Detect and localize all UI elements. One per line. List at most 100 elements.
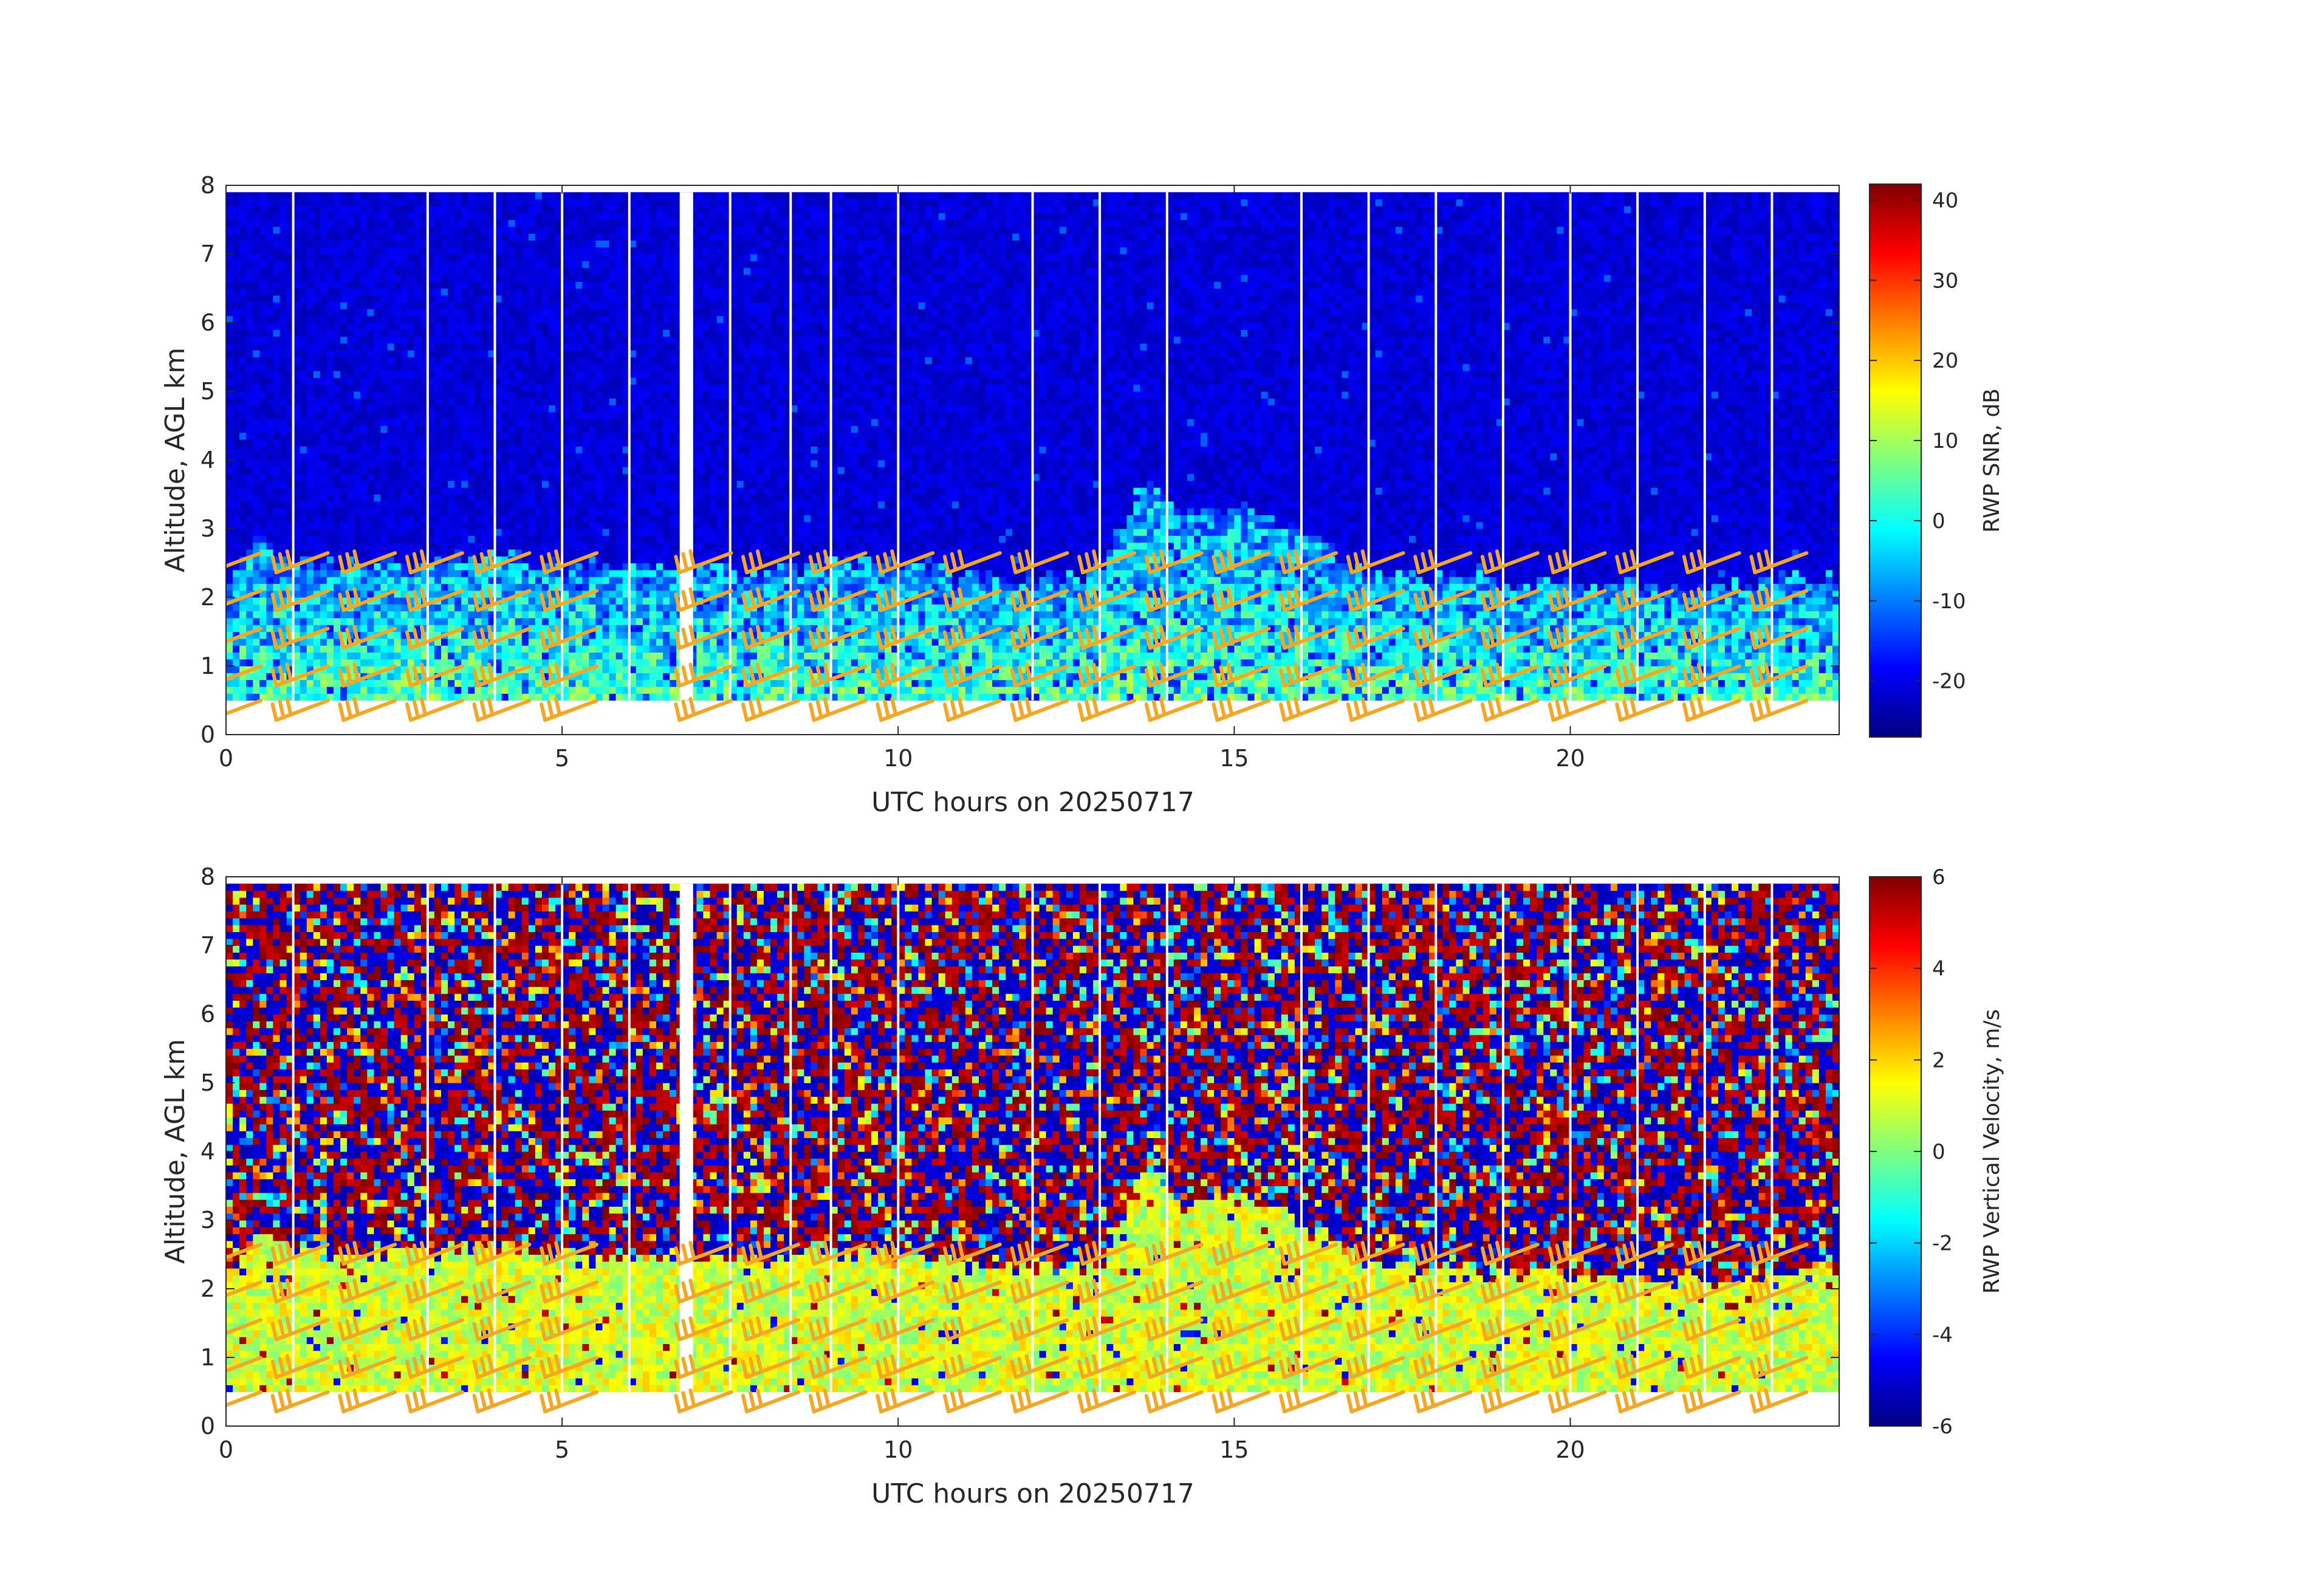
snr-cell bbox=[589, 405, 597, 413]
snr-cell bbox=[414, 226, 422, 234]
snr-cell bbox=[233, 549, 240, 557]
snr-cell bbox=[656, 302, 663, 309]
snr-cell bbox=[233, 343, 240, 351]
snr-cell bbox=[448, 631, 455, 639]
snr-cell bbox=[394, 652, 402, 660]
snr-cell bbox=[495, 542, 502, 550]
snr-cell bbox=[656, 597, 663, 605]
snr-cell bbox=[501, 323, 509, 330]
snr-cell bbox=[246, 371, 253, 378]
snr-cell bbox=[508, 288, 516, 296]
snr-cell bbox=[622, 261, 630, 269]
snr-cell bbox=[320, 638, 327, 646]
snr-cell bbox=[394, 577, 402, 584]
snr-cell bbox=[226, 274, 233, 282]
snr-cell bbox=[569, 521, 576, 529]
snr-cell bbox=[622, 371, 630, 378]
snr-cell bbox=[253, 693, 260, 701]
snr-cell bbox=[670, 556, 677, 564]
snr-cell bbox=[407, 583, 415, 591]
snr-cell bbox=[495, 309, 502, 317]
snr-cell bbox=[535, 549, 543, 557]
snr-cell bbox=[501, 377, 509, 385]
snr-cell bbox=[475, 652, 482, 660]
snr-cell bbox=[387, 460, 395, 467]
snr-cell bbox=[602, 336, 610, 344]
snr-cell bbox=[354, 432, 361, 440]
snr-cell bbox=[642, 405, 650, 413]
snr-cell bbox=[367, 357, 374, 365]
snr-cell bbox=[293, 357, 301, 365]
snr-cell bbox=[615, 501, 623, 509]
snr-cell bbox=[501, 693, 509, 701]
snr-cell bbox=[454, 425, 462, 433]
snr-cell bbox=[320, 261, 327, 269]
snr-cell bbox=[521, 309, 529, 317]
snr-cell bbox=[589, 384, 597, 392]
snr-cell bbox=[414, 309, 422, 317]
snr-cell bbox=[253, 405, 260, 413]
snr-cell bbox=[414, 343, 422, 351]
snr-cell bbox=[562, 480, 569, 488]
snr-cell bbox=[253, 267, 260, 275]
snr-cell bbox=[313, 350, 321, 358]
snr-cell bbox=[501, 350, 509, 358]
snr-cell bbox=[347, 425, 354, 433]
snr-cell bbox=[420, 302, 428, 309]
snr-cell bbox=[569, 563, 576, 571]
snr-cell bbox=[380, 240, 388, 248]
snr-cell bbox=[501, 583, 509, 591]
snr-cell bbox=[306, 343, 314, 351]
snr-cell bbox=[286, 371, 294, 378]
snr-cell bbox=[595, 302, 603, 309]
snr-cell bbox=[615, 192, 623, 200]
snr-cell bbox=[441, 563, 448, 571]
snr-cell bbox=[595, 617, 603, 625]
snr-cell bbox=[670, 487, 677, 495]
snr-cell bbox=[515, 631, 523, 639]
snr-cell bbox=[622, 254, 630, 261]
snr-cell bbox=[636, 233, 643, 241]
snr-cell bbox=[454, 515, 462, 523]
snr-cell bbox=[226, 515, 233, 523]
snr-cell bbox=[649, 302, 657, 309]
snr-cell bbox=[481, 357, 489, 365]
snr-cell bbox=[636, 240, 643, 248]
snr-cell bbox=[642, 425, 650, 433]
snr-cell bbox=[642, 679, 650, 687]
snr-cell bbox=[622, 295, 630, 303]
snr-cell bbox=[273, 583, 281, 591]
snr-cell bbox=[629, 288, 637, 296]
snr-cell bbox=[541, 529, 549, 536]
snr-cell bbox=[670, 391, 677, 399]
snr-cell bbox=[380, 631, 388, 639]
snr-cell bbox=[541, 549, 549, 557]
snr-cell bbox=[555, 357, 563, 365]
snr-cell bbox=[279, 590, 287, 598]
snr-cell bbox=[569, 363, 576, 371]
snr-cell bbox=[508, 240, 516, 248]
snr-cell bbox=[427, 398, 435, 406]
snr-cell bbox=[279, 645, 287, 653]
snr-cell bbox=[374, 432, 382, 440]
snr-cell bbox=[246, 460, 253, 467]
snr-cell bbox=[434, 583, 442, 591]
snr-cell bbox=[589, 323, 597, 330]
snr-cell bbox=[582, 597, 589, 605]
snr-cell bbox=[394, 686, 402, 694]
snr-cell bbox=[562, 487, 569, 495]
snr-cell bbox=[528, 659, 536, 667]
snr-cell bbox=[340, 631, 348, 639]
snr-cell bbox=[501, 205, 509, 213]
snr-cell bbox=[575, 336, 583, 344]
snr-cell bbox=[575, 590, 583, 598]
snr-cell bbox=[293, 569, 301, 577]
snr-cell bbox=[541, 659, 549, 667]
snr-cell bbox=[481, 405, 489, 413]
snr-cell bbox=[615, 391, 623, 399]
snr-cell bbox=[259, 577, 267, 584]
snr-cell bbox=[360, 219, 368, 227]
snr-cell bbox=[407, 411, 415, 419]
snr-cell bbox=[313, 274, 321, 282]
snr-cell bbox=[306, 446, 314, 454]
